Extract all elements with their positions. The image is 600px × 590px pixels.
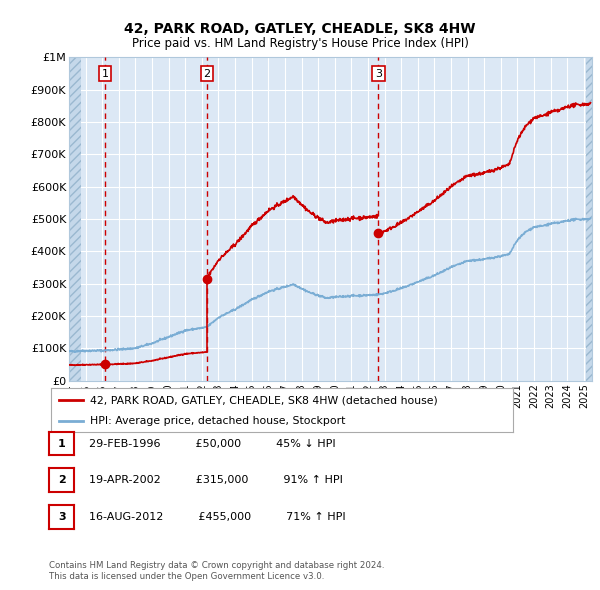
Text: 16-AUG-2012          £455,000          71% ↑ HPI: 16-AUG-2012 £455,000 71% ↑ HPI [89, 512, 346, 522]
Text: 3: 3 [375, 68, 382, 78]
Text: 2: 2 [203, 68, 211, 78]
Bar [69, 57, 82, 381]
Text: 42, PARK ROAD, GATLEY, CHEADLE, SK8 4HW: 42, PARK ROAD, GATLEY, CHEADLE, SK8 4HW [124, 22, 476, 37]
Text: Contains HM Land Registry data © Crown copyright and database right 2024.: Contains HM Land Registry data © Crown c… [49, 560, 385, 569]
Text: This data is licensed under the Open Government Licence v3.0.: This data is licensed under the Open Gov… [49, 572, 325, 581]
Bar [586, 57, 593, 381]
Text: 42, PARK ROAD, GATLEY, CHEADLE, SK8 4HW (detached house): 42, PARK ROAD, GATLEY, CHEADLE, SK8 4HW … [90, 395, 438, 405]
Text: 3: 3 [58, 512, 65, 522]
Text: 2: 2 [58, 476, 65, 485]
Text: 1: 1 [58, 439, 65, 448]
Text: 1: 1 [101, 68, 109, 78]
Text: 29-FEB-1996          £50,000          45% ↓ HPI: 29-FEB-1996 £50,000 45% ↓ HPI [89, 439, 335, 448]
Text: Price paid vs. HM Land Registry's House Price Index (HPI): Price paid vs. HM Land Registry's House … [131, 37, 469, 50]
Text: 19-APR-2002          £315,000          91% ↑ HPI: 19-APR-2002 £315,000 91% ↑ HPI [89, 476, 343, 485]
Text: HPI: Average price, detached house, Stockport: HPI: Average price, detached house, Stoc… [90, 416, 346, 426]
